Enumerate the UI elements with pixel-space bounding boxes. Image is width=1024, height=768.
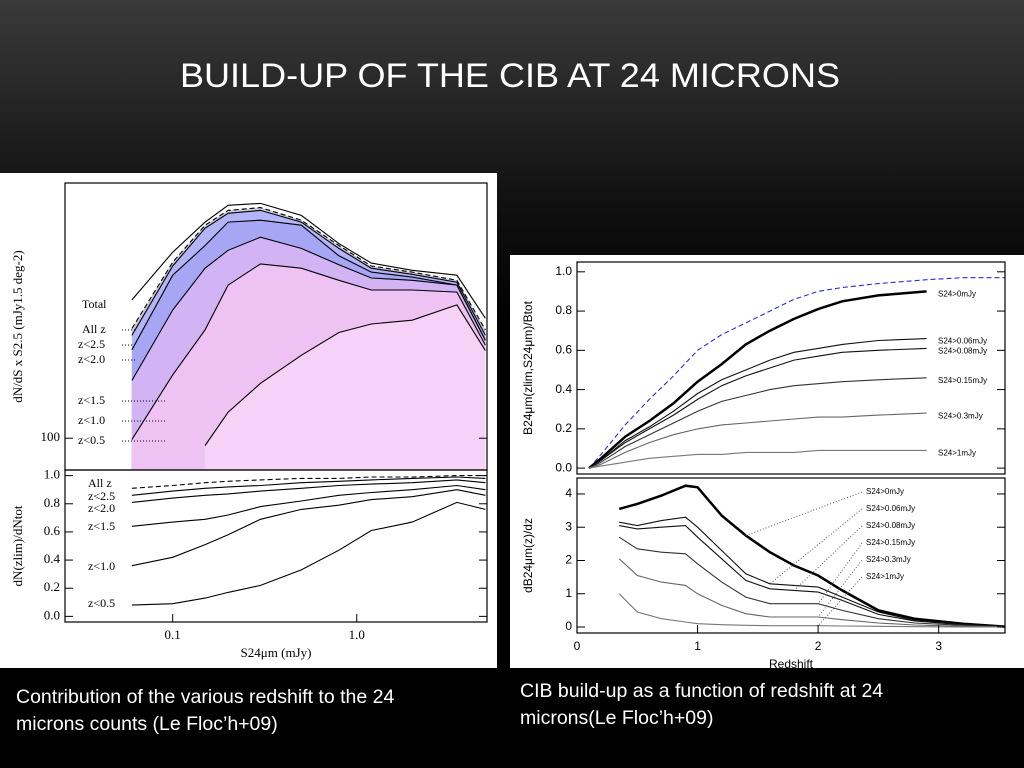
x-tick-label: 0.1 [165, 627, 181, 642]
x-tick-label: 1 [694, 639, 701, 653]
x-tick-label: 2 [815, 639, 822, 653]
y-tick-label: 4 [565, 486, 572, 500]
y-tick-label: 0.6 [44, 523, 61, 538]
series-line [131, 209, 486, 336]
leader-line [817, 576, 863, 627]
x-tick-label: 1.0 [349, 627, 365, 642]
y-tick-label: 1.0 [555, 264, 572, 278]
y-tick-label: 100 [41, 429, 61, 444]
series-label: z<2.0 [88, 501, 115, 515]
leader-line [817, 542, 863, 605]
series-line [131, 489, 486, 567]
series-line [131, 236, 486, 381]
y-tick-label: 0.8 [555, 303, 572, 317]
x-tick-label: 3 [935, 639, 942, 653]
series-line [588, 338, 927, 469]
y-axis-label: B24μm(zlim,S24μm)/Btot [521, 300, 535, 435]
y-tick-label: 0.4 [44, 551, 61, 566]
y-tick-label: 3 [565, 519, 572, 533]
y-axis-label: dN/dS x S2.5 (mJy1.5 deg-2) [10, 250, 25, 402]
x-tick-label: 0 [574, 639, 581, 653]
slide-title: BUILD-UP OF THE CIB AT 24 MICRONS [180, 57, 840, 95]
series-line [131, 501, 486, 606]
series-line [131, 219, 486, 351]
y-tick-label: 0.0 [44, 607, 60, 622]
y-tick-label: 2 [565, 553, 572, 567]
series-label: z<1.5 [88, 519, 115, 533]
series-label: z<1.5 [78, 393, 105, 407]
series-line [588, 347, 927, 469]
series-line [131, 263, 486, 440]
series-label: S24>0.15mJy [938, 376, 987, 385]
series-label: S24>0.3mJy [938, 411, 983, 420]
leader-line [793, 525, 863, 591]
series-line [588, 377, 927, 469]
y-tick-label: 1.0 [44, 467, 60, 482]
series-label: S24>1mJy [866, 572, 904, 581]
series-label: z<1.0 [88, 559, 115, 573]
series-line [618, 536, 1005, 628]
series-label: All z [82, 322, 106, 336]
series-line [131, 484, 486, 527]
area-fill [205, 304, 486, 470]
right-caption: CIB build-up as a function of redshift a… [520, 680, 884, 729]
x-axis-label: S24μm (mJy) [241, 645, 312, 660]
series-label: z<0.5 [78, 433, 105, 447]
series-label: Total [82, 297, 107, 311]
x-axis-label: Redshift [769, 657, 814, 671]
left-caption: Contribution of the various redshift to … [16, 686, 395, 735]
series-label: S24>0.3mJy [866, 555, 911, 564]
series-line [131, 202, 486, 319]
y-axis-label: dB24μm(z)/dz [521, 518, 535, 593]
plot-frame [576, 477, 1006, 634]
series-label: S24>0.08mJy [866, 521, 915, 530]
series-label: All z [88, 476, 112, 490]
series-label: S24>0.08mJy [938, 346, 987, 355]
series-line [619, 516, 1005, 628]
y-tick-label: 1 [565, 586, 572, 600]
right-figure [510, 255, 1024, 668]
series-label: S24>1mJy [938, 449, 976, 458]
series-label: S24>0.06mJy [938, 337, 987, 346]
series-line [588, 277, 1005, 469]
series-line [204, 304, 486, 446]
series-line [619, 525, 1005, 628]
y-tick-label: 0.0 [555, 460, 572, 474]
series-line [618, 484, 1005, 628]
series-label: S24>0mJy [866, 487, 904, 496]
series-label: z<0.5 [88, 596, 115, 610]
y-tick-label: 0 [565, 619, 572, 633]
y-tick-label: 0.8 [44, 495, 60, 510]
series-line [588, 412, 927, 469]
series-label: z<2.0 [78, 352, 105, 366]
series-line [588, 290, 927, 470]
series-line [131, 476, 486, 496]
plot-frame [576, 261, 1006, 475]
plot-frame [64, 469, 488, 623]
series-label: z<1.0 [78, 413, 105, 427]
series-label: S24>0mJy [938, 290, 976, 299]
series-line [131, 475, 486, 489]
series-label: S24>0.06mJy [866, 504, 915, 513]
series-line [131, 479, 486, 503]
y-axis-label: dN(zlim)/dNtot [10, 505, 25, 586]
series-label: z<2.5 [78, 337, 105, 351]
y-tick-label: 0.2 [555, 421, 572, 435]
y-tick-label: 0.4 [555, 382, 572, 396]
series-line [131, 207, 486, 331]
series-label: z<2.5 [88, 489, 115, 503]
series-line [589, 449, 927, 469]
series-line [618, 558, 1005, 628]
series-line [618, 593, 1005, 628]
series-label: S24>0.15mJy [866, 538, 915, 547]
y-tick-label: 0.6 [555, 343, 572, 357]
y-tick-label: 0.2 [44, 579, 60, 594]
